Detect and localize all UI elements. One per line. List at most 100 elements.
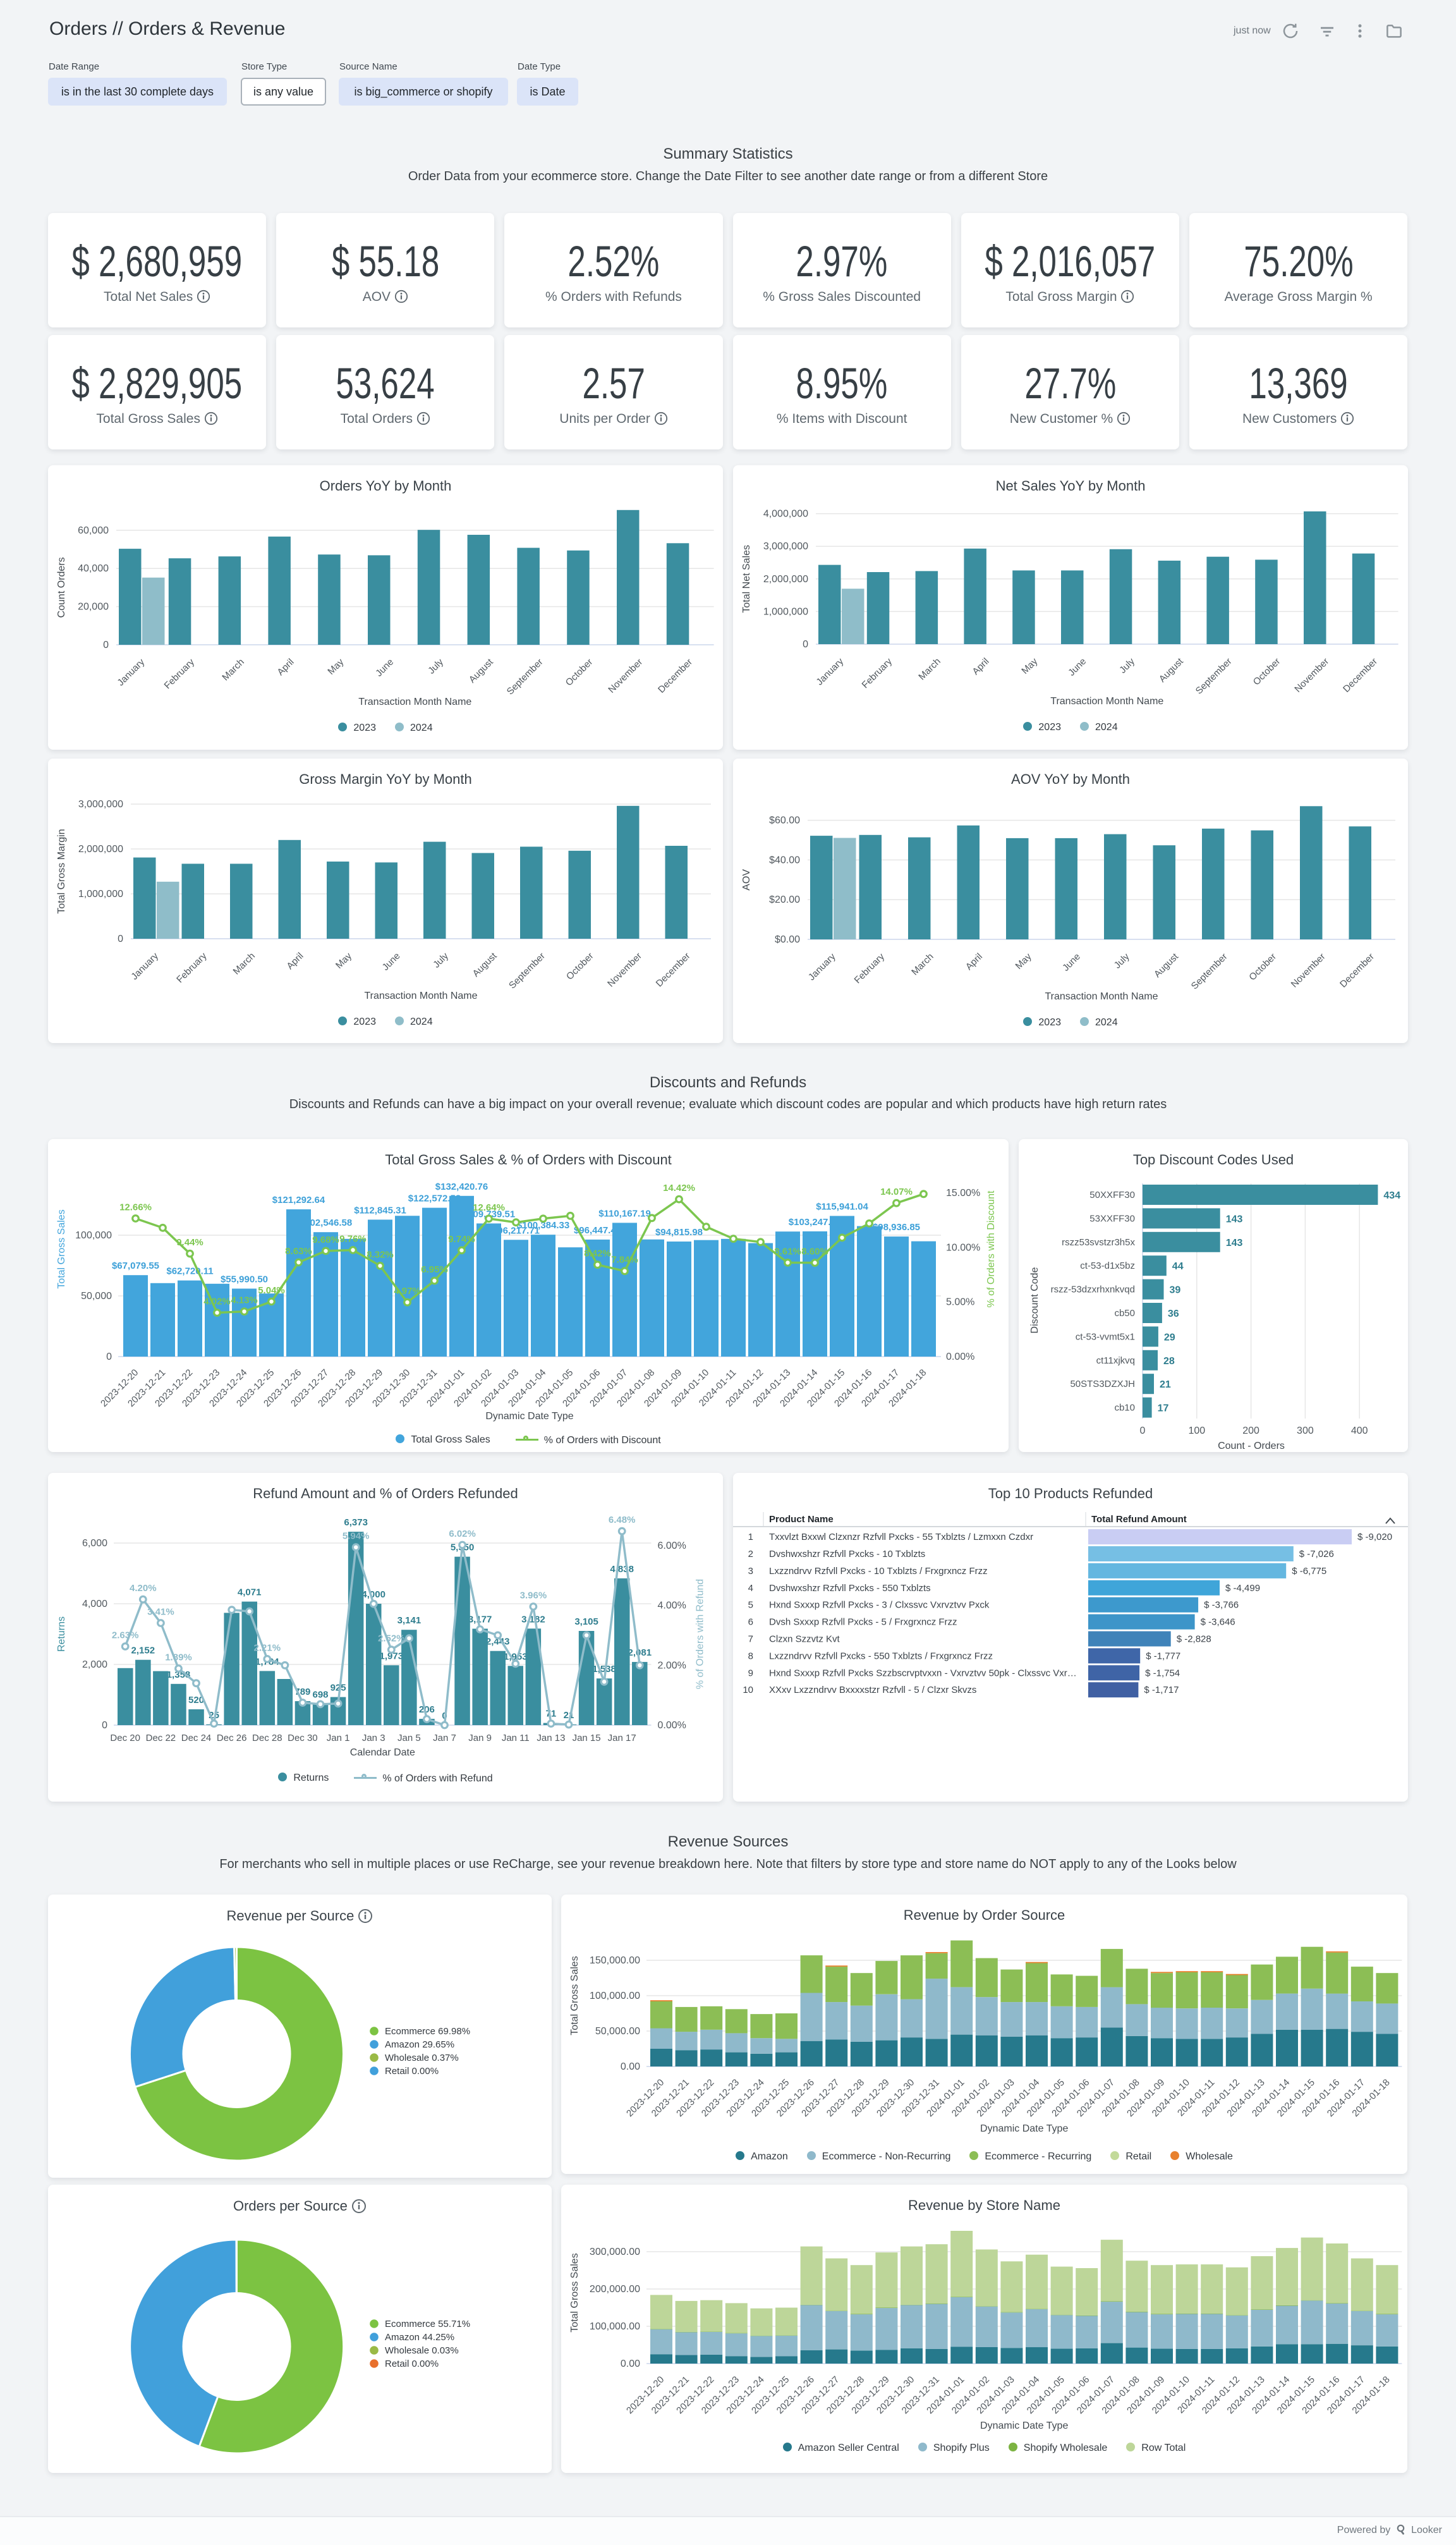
svg-text:$55,990.50: $55,990.50 (221, 1274, 268, 1285)
svg-text:Dynamic Date Type: Dynamic Date Type (980, 2123, 1068, 2134)
svg-text:Jan 1: Jan 1 (327, 1733, 350, 1743)
svg-text:0: 0 (1140, 1425, 1146, 1436)
svg-text:44: 44 (1172, 1261, 1184, 1272)
svg-text:2: 2 (748, 1549, 753, 1559)
svg-text:Jan 7: Jan 7 (433, 1733, 456, 1743)
svg-text:$0.00: $0.00 (775, 934, 800, 945)
svg-text:April: April (964, 951, 985, 972)
svg-text:21: 21 (1160, 1379, 1171, 1390)
svg-text:520: 520 (188, 1695, 204, 1706)
svg-text:September: September (507, 951, 547, 991)
svg-text:15.00%: 15.00% (946, 1188, 980, 1199)
svg-text:June: June (1066, 656, 1088, 678)
svg-text:November: November (1289, 951, 1328, 990)
svg-text:cb10: cb10 (1114, 1403, 1135, 1413)
svg-text:0: 0 (803, 639, 808, 650)
svg-text:17: 17 (1158, 1403, 1169, 1414)
svg-text:2,000: 2,000 (82, 1659, 107, 1670)
svg-text:4.13%: 4.13% (231, 1295, 258, 1306)
svg-text:2,000,000: 2,000,000 (763, 574, 808, 585)
svg-text:200,000.00: 200,000.00 (590, 2284, 640, 2295)
svg-text:8.42%: 8.42% (584, 1248, 611, 1259)
svg-text:February: February (162, 656, 197, 691)
svg-text:ct-53-d1x5bz: ct-53-d1x5bz (1080, 1260, 1135, 1271)
svg-text:12.64%: 12.64% (473, 1202, 505, 1213)
svg-text:Txxvlzt Bxxwl Clzxnzr Rzfvll P: Txxvlzt Bxxwl Clzxnzr Rzfvll Pxcks - 55 … (769, 1532, 1033, 1542)
svg-text:$ -4,499: $ -4,499 (1225, 1583, 1260, 1594)
svg-text:50XXFF30: 50XXFF30 (1089, 1190, 1135, 1200)
svg-text:$132,420.76: $132,420.76 (435, 1181, 488, 1192)
svg-text:100,000.00: 100,000.00 (590, 2321, 640, 2332)
svg-text:6.95%: 6.95% (421, 1264, 448, 1275)
svg-text:3,105: 3,105 (574, 1616, 598, 1627)
svg-text:March: March (909, 951, 935, 977)
svg-text:150,000.00: 150,000.00 (590, 1955, 640, 1966)
svg-text:AOV: AOV (741, 869, 752, 891)
svg-text:7: 7 (748, 1634, 753, 1645)
svg-text:8.32%: 8.32% (367, 1249, 394, 1260)
svg-text:$98,936.85: $98,936.85 (873, 1222, 920, 1233)
svg-text:Ecommerce 69.98%: Ecommerce 69.98% (385, 2026, 470, 2037)
svg-text:14.07%: 14.07% (880, 1187, 913, 1197)
svg-text:9.76%: 9.76% (339, 1234, 367, 1245)
svg-text:May: May (1014, 951, 1034, 971)
svg-text:3,182: 3,182 (521, 1614, 545, 1625)
svg-text:100,000: 100,000 (75, 1230, 112, 1241)
svg-text:August: August (471, 950, 500, 979)
svg-text:434: 434 (1383, 1190, 1400, 1201)
svg-text:206: 206 (419, 1704, 435, 1715)
svg-text:3,000,000: 3,000,000 (78, 799, 123, 810)
svg-text:$62,720.11: $62,720.11 (166, 1266, 213, 1277)
svg-text:4: 4 (748, 1583, 753, 1594)
svg-text:April: April (275, 657, 296, 678)
svg-text:29: 29 (1164, 1332, 1175, 1343)
svg-text:0.00: 0.00 (621, 2359, 640, 2369)
svg-text:rszz-53dzxrhxnkvqd: rszz-53dzxrhxnkvqd (1051, 1285, 1135, 1295)
svg-text:4.20%: 4.20% (130, 1583, 157, 1594)
svg-text:$ -1,717: $ -1,717 (1144, 1685, 1179, 1695)
svg-text:August: August (1157, 656, 1186, 685)
svg-text:June: June (380, 951, 403, 973)
svg-text:Ecommerce 55.71%: Ecommerce 55.71% (385, 2319, 470, 2329)
svg-text:September: September (1194, 656, 1234, 697)
svg-text:Jan 3: Jan 3 (362, 1733, 385, 1743)
svg-text:April: April (970, 656, 991, 677)
svg-text:Transaction Month Name: Transaction Month Name (358, 697, 471, 707)
svg-text:925: 925 (331, 1683, 346, 1694)
svg-text:Total Gross Margin: Total Gross Margin (56, 829, 67, 913)
svg-text:8: 8 (748, 1651, 753, 1661)
svg-text:August: August (1152, 951, 1181, 980)
svg-text:Count - Orders: Count - Orders (1218, 1441, 1285, 1451)
svg-text:Lxzzndrvv Rzfvll Pxcks - 550 T: Lxzzndrvv Rzfvll Pxcks - 550 Txblzts / F… (769, 1651, 993, 1661)
svg-text:20,000: 20,000 (78, 602, 109, 613)
svg-text:$ -7,026: $ -7,026 (1299, 1549, 1334, 1559)
svg-text:June: June (373, 657, 396, 679)
svg-text:4.97%: 4.97% (394, 1286, 421, 1297)
svg-text:$ -1,777: $ -1,777 (1146, 1651, 1180, 1661)
svg-text:October: October (1247, 951, 1278, 983)
svg-text:Jan 17: Jan 17 (608, 1733, 636, 1743)
svg-text:Dynamic Date Type: Dynamic Date Type (980, 2420, 1068, 2431)
svg-text:2,152: 2,152 (131, 1645, 155, 1656)
svg-text:Dec 26: Dec 26 (217, 1733, 247, 1743)
svg-text:3,000,000: 3,000,000 (763, 541, 808, 552)
svg-text:5.94%: 5.94% (343, 1531, 370, 1542)
svg-text:December: December (1338, 951, 1376, 990)
svg-text:Product Name: Product Name (769, 1514, 834, 1525)
svg-text:0: 0 (103, 640, 109, 650)
svg-text:2,081: 2,081 (628, 1647, 652, 1658)
svg-text:1,000,000: 1,000,000 (763, 606, 808, 617)
svg-text:January: January (115, 656, 147, 688)
svg-text:November: November (1292, 656, 1331, 695)
svg-text:$100,384.33: $100,384.33 (517, 1220, 569, 1231)
svg-text:200: 200 (1242, 1425, 1259, 1436)
svg-text:Total Net Sales: Total Net Sales (741, 545, 752, 613)
svg-text:Dec 30: Dec 30 (288, 1733, 318, 1743)
svg-text:3,141: 3,141 (397, 1615, 422, 1626)
svg-text:$ -3,646: $ -3,646 (1201, 1617, 1235, 1628)
svg-text:Transaction Month Name: Transaction Month Name (364, 991, 477, 1001)
svg-text:October: October (564, 657, 595, 688)
svg-text:Transaction Month Name: Transaction Month Name (1045, 991, 1158, 1002)
svg-text:January: January (806, 951, 838, 982)
svg-text:$109,739.51: $109,739.51 (463, 1209, 515, 1219)
